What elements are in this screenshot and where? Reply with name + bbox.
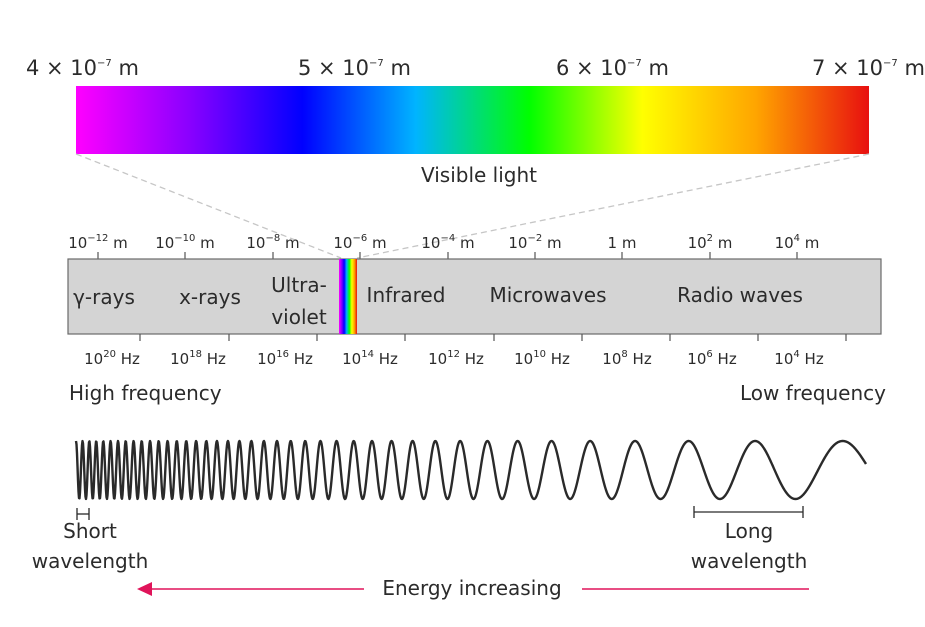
wavelength-tick-1e-10: 10−10 m	[155, 233, 215, 252]
region-radio-waves: Radio waves	[677, 283, 803, 307]
energy-arrowhead-icon	[137, 582, 152, 596]
wavelength-tick-1e-2: 10−2 m	[508, 233, 561, 252]
visible-light-sliver	[339, 259, 357, 334]
wavelength-tick-1e-8: 10−8 m	[246, 233, 299, 252]
region-ultraviolet-line1: Ultra-	[271, 273, 327, 297]
spectrum-frequency-tick-labels: 1020 Hz 1018 Hz 1016 Hz 1014 Hz 1012 Hz …	[84, 349, 824, 368]
wavelength-tick-1e2: 102 m	[688, 233, 733, 252]
long-wavelength-bracket	[693, 506, 804, 518]
visible-light-left-connector	[75, 153, 342, 259]
frequency-tick-1e14: 1014 Hz	[342, 349, 398, 368]
long-wavelength-label-line1: Long	[725, 519, 773, 543]
wavelength-tick-1m: 1 m	[608, 234, 637, 252]
visible-wavelength-label-7e-7: 7 × 10−7 m	[812, 56, 925, 80]
frequency-tick-1e18: 1018 Hz	[170, 349, 226, 368]
spectrum-bottom-tick-marks	[139, 334, 847, 341]
frequency-tick-1e16: 1016 Hz	[257, 349, 313, 368]
wavelength-tick-1e-4: 10−4 m	[421, 233, 474, 252]
visible-light-color-bar	[76, 86, 869, 154]
frequency-tick-1e4: 104 Hz	[774, 349, 824, 368]
wavelength-tick-1e4: 104 m	[775, 233, 820, 252]
frequency-tick-1e8: 108 Hz	[602, 349, 652, 368]
wavelength-tick-1e-6: 10−6 m	[333, 233, 386, 252]
region-x-rays: x-rays	[179, 285, 241, 309]
frequency-tick-1e20: 1020 Hz	[84, 349, 140, 368]
energy-increasing-arrow	[137, 582, 809, 596]
short-wavelength-label-line2: wavelength	[32, 549, 149, 573]
frequency-tick-1e6: 106 Hz	[687, 349, 737, 368]
visible-light-label: Visible light	[421, 163, 537, 187]
frequency-tick-1e12: 1012 Hz	[428, 349, 484, 368]
frequency-tick-1e10: 1010 Hz	[514, 349, 570, 368]
wavelength-tick-1e-12: 10−12 m	[68, 233, 128, 252]
visible-light-wavelength-labels: 4 × 10−7 m 5 × 10−7 m 6 × 10−7 m 7 × 10−…	[26, 56, 925, 80]
region-gamma-rays: γ-rays	[73, 285, 135, 309]
high-frequency-label: High frequency	[69, 381, 222, 405]
region-ultraviolet-line2: violet	[271, 305, 326, 329]
region-infrared: Infrared	[367, 283, 446, 307]
spectrum-top-tick-marks	[97, 252, 798, 259]
spectrum-wavelength-tick-labels: 10−12 m 10−10 m 10−8 m 10−6 m 10−4 m 10−…	[68, 233, 819, 252]
spectrum-bar	[67, 258, 882, 335]
visible-wavelength-label-6e-7: 6 × 10−7 m	[556, 56, 669, 80]
low-frequency-label: Low frequency	[740, 381, 886, 405]
region-microwaves: Microwaves	[489, 283, 606, 307]
energy-increasing-label: Energy increasing	[382, 576, 561, 600]
visible-light-right-connector	[356, 153, 870, 259]
visible-wavelength-label-4e-7: 4 × 10−7 m	[26, 56, 139, 80]
wavelength-chirp-wave	[74, 439, 868, 501]
short-wavelength-bracket	[76, 508, 90, 520]
visible-wavelength-label-5e-7: 5 × 10−7 m	[298, 56, 411, 80]
long-wavelength-label-line2: wavelength	[691, 549, 808, 573]
short-wavelength-label-line1: Short	[63, 519, 117, 543]
